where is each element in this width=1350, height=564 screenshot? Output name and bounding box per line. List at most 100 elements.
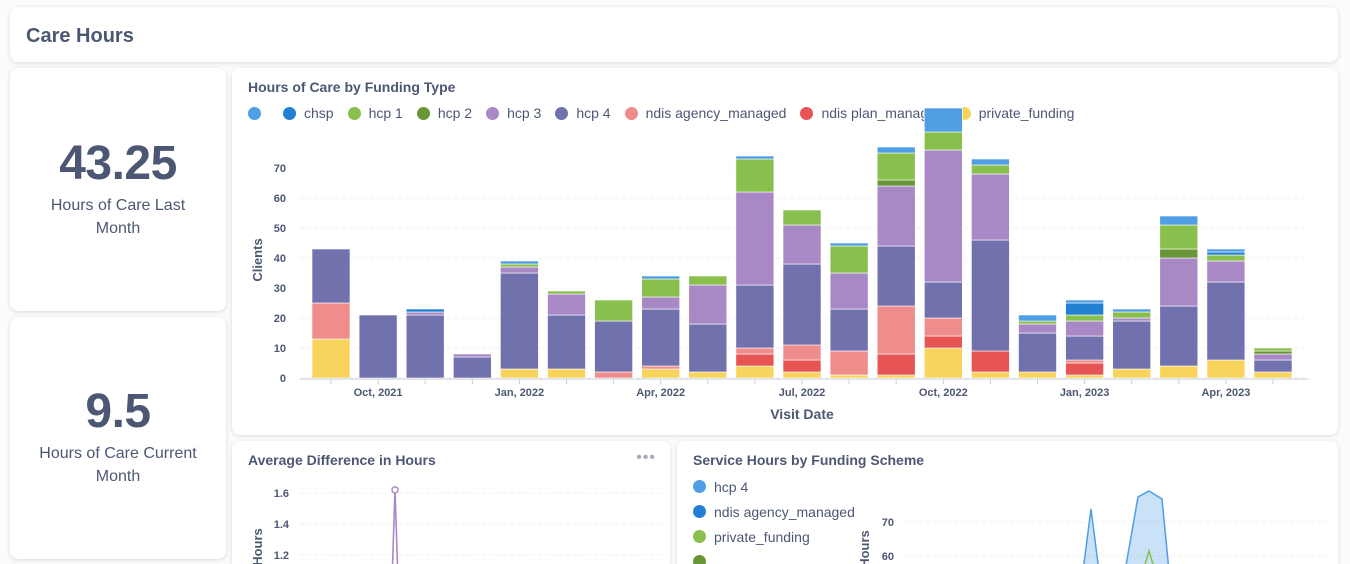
bar-segment[interactable] <box>1159 215 1199 226</box>
bar-segment[interactable] <box>829 245 869 274</box>
legend-item[interactable]: hcp 4 <box>693 477 855 496</box>
ellipsis-icon[interactable]: ••• <box>636 449 656 466</box>
legend-item[interactable]: hcp 4 <box>555 105 611 121</box>
bar-segment[interactable] <box>594 371 633 379</box>
bar-segment[interactable] <box>735 353 775 367</box>
scalar-card-last-month[interactable]: 43.25 Hours of Care Last Month <box>10 68 226 311</box>
bar-segment[interactable] <box>594 320 633 373</box>
legend-item[interactable] <box>693 552 855 564</box>
bar-segment[interactable] <box>876 374 916 379</box>
bar-segment[interactable] <box>1159 305 1199 367</box>
bar-segment[interactable] <box>876 305 916 355</box>
bar-segment[interactable] <box>641 365 681 370</box>
legend-item[interactable]: ndis agency_managed <box>693 502 855 521</box>
bar-segment[interactable] <box>923 281 963 319</box>
bar-segment[interactable] <box>1065 314 1104 322</box>
bar-segment[interactable] <box>1206 251 1246 256</box>
bar-segment[interactable] <box>1065 362 1104 376</box>
bar-segment[interactable] <box>405 311 445 316</box>
bar-segment[interactable] <box>782 224 822 265</box>
bar-chart-card[interactable]: Hours of Care by Funding Type chsp hcp 1 h… <box>232 68 1338 435</box>
line-point[interactable] <box>391 486 399 494</box>
bar-segment[interactable] <box>453 353 492 358</box>
bar-segment[interactable] <box>735 158 775 193</box>
legend-item[interactable]: ndis agency_managed <box>624 105 786 121</box>
bar-segment[interactable] <box>735 191 775 286</box>
bar-segment[interactable] <box>358 314 398 379</box>
bar-segment[interactable] <box>311 248 351 304</box>
bar-segment[interactable] <box>876 353 916 376</box>
bar-segment[interactable] <box>876 179 916 187</box>
bar-segment[interactable] <box>971 164 1010 175</box>
bar-segment[interactable] <box>923 347 963 379</box>
bar-segment[interactable] <box>876 185 916 247</box>
bar-segment[interactable] <box>829 272 869 310</box>
legend-item[interactable]: hcp 1 <box>347 105 403 121</box>
bar-segment[interactable] <box>876 245 916 307</box>
bar-segment[interactable] <box>1018 332 1057 373</box>
bar-segment[interactable] <box>405 314 445 379</box>
bar-segment[interactable] <box>1253 371 1293 379</box>
bar-segment[interactable] <box>782 209 822 226</box>
bar-segment[interactable] <box>594 299 633 322</box>
bar-segment[interactable] <box>311 302 351 340</box>
bar-segment[interactable] <box>405 308 445 313</box>
bar-segment[interactable] <box>311 338 351 379</box>
bar-segment[interactable] <box>782 344 822 361</box>
bar-segment[interactable] <box>641 278 681 298</box>
bar-segment[interactable] <box>829 242 869 247</box>
bar-segment[interactable] <box>971 350 1010 373</box>
bar-segment[interactable] <box>1065 302 1104 316</box>
bar-segment[interactable] <box>500 272 539 370</box>
bar-segment[interactable] <box>923 107 963 133</box>
bar-segment[interactable] <box>688 275 728 286</box>
bar-segment[interactable] <box>1112 308 1152 313</box>
legend-item[interactable]: ndis plan_managed <box>800 105 944 121</box>
bar-segment[interactable] <box>971 158 1010 166</box>
bar-segment[interactable] <box>735 365 775 379</box>
bar-segment[interactable] <box>1065 299 1104 304</box>
bar-segment[interactable] <box>453 356 492 379</box>
bar-segment[interactable] <box>1206 359 1246 379</box>
bar-segment[interactable] <box>1018 314 1057 322</box>
bar-segment[interactable] <box>1253 359 1293 373</box>
bar-segment[interactable] <box>641 308 681 367</box>
bar-segment[interactable] <box>1206 281 1246 361</box>
bar-segment[interactable] <box>923 131 963 151</box>
bar-segment[interactable] <box>1159 365 1199 379</box>
legend-item[interactable]: hcp 2 <box>416 105 472 121</box>
bar-segment[interactable] <box>923 335 963 349</box>
bar-segment[interactable] <box>876 152 916 181</box>
bar-segment[interactable] <box>641 275 681 280</box>
bar-segment[interactable] <box>1206 260 1246 283</box>
bar-segment[interactable] <box>1018 320 1057 325</box>
bar-segment[interactable] <box>1206 254 1246 262</box>
legend-item[interactable] <box>248 106 269 120</box>
bar-segment[interactable] <box>688 284 728 325</box>
service-hours-card[interactable]: Service Hours by Funding Scheme hcp 4 ndi… <box>677 441 1338 564</box>
bar-segment[interactable] <box>971 371 1010 379</box>
bar-segment[interactable] <box>547 368 586 379</box>
bar-segment[interactable] <box>1159 224 1199 250</box>
bar-segment[interactable] <box>782 371 822 379</box>
bar-segment[interactable] <box>500 263 539 268</box>
legend-item[interactable]: hcp 3 <box>486 105 541 121</box>
bar-segment[interactable] <box>1018 323 1057 334</box>
scalar-card-current-month[interactable]: 9.5 Hours of Care Current Month <box>10 317 226 559</box>
bar-segment[interactable] <box>688 323 728 373</box>
avg-difference-card[interactable]: Average Difference in Hours ••• 1.2 1.4 1.… <box>232 441 670 564</box>
bar-segment[interactable] <box>782 359 822 373</box>
bar-segment[interactable] <box>829 374 869 379</box>
bar-segment[interactable] <box>923 149 963 283</box>
bar-segment[interactable] <box>1065 374 1104 379</box>
bar-segment[interactable] <box>735 155 775 160</box>
bar-segment[interactable] <box>971 239 1010 352</box>
bar-segment[interactable] <box>829 308 869 352</box>
bar-segment[interactable] <box>1065 359 1104 364</box>
bar-segment[interactable] <box>547 293 586 316</box>
bar-segment[interactable] <box>1112 320 1152 370</box>
bar-segment[interactable] <box>547 290 586 295</box>
bar-segment[interactable] <box>829 350 869 376</box>
bar-segment[interactable] <box>500 266 539 274</box>
bar-segment[interactable] <box>1159 257 1199 307</box>
